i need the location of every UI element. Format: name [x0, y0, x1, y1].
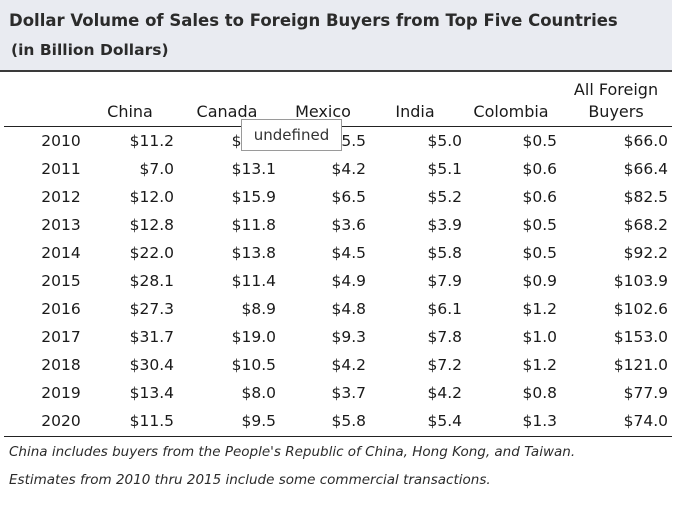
cell-2020-china: $11.5: [129, 412, 174, 430]
cell-2019-all-foreign-buyers: $77.9: [623, 384, 668, 402]
chart-subtitle: (in Billion Dollars): [11, 41, 169, 59]
cell-2020-mexico: $5.8: [331, 412, 366, 430]
cell-2010-all-foreign-buyers: $66.0: [623, 132, 668, 150]
cell-2012-colombia: $0.6: [522, 188, 557, 206]
cell-2016-all-foreign-buyers: $102.6: [613, 300, 668, 318]
row-year-2017: 2017: [41, 328, 81, 346]
column-header-canada: Canada: [196, 102, 258, 121]
cell-2012-canada: $15.9: [231, 188, 276, 206]
cell-2012-india: $5.2: [427, 188, 462, 206]
cell-2011-canada: $13.1: [231, 160, 276, 178]
cell-2015-mexico: $4.9: [331, 272, 366, 290]
row-year-2015: 2015: [41, 272, 81, 290]
row-year-2012: 2012: [41, 188, 81, 206]
column-header-india: India: [395, 102, 435, 121]
cell-2013-mexico: $3.6: [331, 216, 366, 234]
cell-2014-colombia: $0.5: [522, 244, 557, 262]
cell-2013-china: $12.8: [129, 216, 174, 234]
cell-2015-china: $28.1: [129, 272, 174, 290]
title-band: [0, 0, 672, 72]
column-header-colombia: Colombia: [473, 102, 549, 121]
chart-title: Dollar Volume of Sales to Foreign Buyers…: [9, 11, 618, 30]
column-header-all-foreign-buyers-line-1: All Foreign: [573, 80, 659, 99]
cell-2010-china: $11.2: [129, 132, 174, 150]
cell-2016-india: $6.1: [427, 300, 462, 318]
cell-2017-mexico: $9.3: [331, 328, 366, 346]
cell-2016-mexico: $4.8: [331, 300, 366, 318]
cell-2013-colombia: $0.5: [522, 216, 557, 234]
cell-2017-canada: $19.0: [231, 328, 276, 346]
cell-2020-canada: $9.5: [241, 412, 276, 430]
cell-2016-colombia: $1.2: [522, 300, 557, 318]
cell-2011-india: $5.1: [427, 160, 462, 178]
cell-2013-all-foreign-buyers: $68.2: [623, 216, 668, 234]
cell-2017-india: $7.8: [427, 328, 462, 346]
cell-2020-all-foreign-buyers: $74.0: [623, 412, 668, 430]
cell-2011-mexico: $4.2: [331, 160, 366, 178]
row-year-2014: 2014: [41, 244, 81, 262]
cell-2018-india: $7.2: [427, 356, 462, 374]
cell-2019-colombia: $0.8: [522, 384, 557, 402]
cell-2011-all-foreign-buyers: $66.4: [623, 160, 668, 178]
cell-2010-colombia: $0.5: [522, 132, 557, 150]
row-year-2011: 2011: [41, 160, 81, 178]
cell-2018-mexico: $4.2: [331, 356, 366, 374]
cell-2013-canada: $11.8: [231, 216, 276, 234]
cell-2012-china: $12.0: [129, 188, 174, 206]
column-header-mexico: Mexico: [295, 102, 351, 121]
cell-2012-mexico: $6.5: [331, 188, 366, 206]
cell-2016-canada: $8.9: [241, 300, 276, 318]
cell-2017-all-foreign-buyers: $153.0: [613, 328, 668, 346]
column-header-china: China: [107, 102, 153, 121]
cell-2019-mexico: $3.7: [331, 384, 366, 402]
cell-2018-canada: $10.5: [231, 356, 276, 374]
cell-2012-all-foreign-buyers: $82.5: [623, 188, 668, 206]
cell-2014-mexico: $4.5: [331, 244, 366, 262]
footnote-china: China includes buyers from the People's …: [9, 444, 576, 460]
cell-2011-colombia: $0.6: [522, 160, 557, 178]
cell-2019-canada: $8.0: [241, 384, 276, 402]
row-year-2018: 2018: [41, 356, 81, 374]
row-year-2016: 2016: [41, 300, 81, 318]
cell-2019-china: $13.4: [129, 384, 174, 402]
cell-2018-all-foreign-buyers: $121.0: [613, 356, 668, 374]
cell-2014-india: $5.8: [427, 244, 462, 262]
cell-2017-china: $31.7: [129, 328, 174, 346]
cell-2011-china: $7.0: [139, 160, 174, 178]
cell-2018-colombia: $1.2: [522, 356, 557, 374]
cell-2015-india: $7.9: [427, 272, 462, 290]
cell-2015-colombia: $0.9: [522, 272, 557, 290]
cell-2010-india: $5.0: [427, 132, 462, 150]
bottom-rule: [4, 436, 672, 437]
cell-2020-colombia: $1.3: [522, 412, 557, 430]
row-year-2013: 2013: [41, 216, 81, 234]
column-header-all-foreign-buyers-line-2: Buyers: [588, 102, 644, 121]
cell-2015-all-foreign-buyers: $103.9: [613, 272, 668, 290]
row-year-2010: 2010: [41, 132, 81, 150]
footnote-estimates: Estimates from 2010 thru 2015 include so…: [9, 472, 491, 488]
cell-2019-india: $4.2: [427, 384, 462, 402]
cell-2013-india: $3.9: [427, 216, 462, 234]
cell-2017-colombia: $1.0: [522, 328, 557, 346]
cell-2018-china: $30.4: [129, 356, 174, 374]
hover-tooltip: undefined: [241, 119, 342, 151]
cell-2014-canada: $13.8: [231, 244, 276, 262]
row-year-2020: 2020: [41, 412, 81, 430]
cell-2020-india: $5.4: [427, 412, 462, 430]
cell-2016-china: $27.3: [129, 300, 174, 318]
cell-2014-china: $22.0: [129, 244, 174, 262]
row-year-2019: 2019: [41, 384, 81, 402]
cell-2014-all-foreign-buyers: $92.2: [623, 244, 668, 262]
cell-2015-canada: $11.4: [231, 272, 276, 290]
